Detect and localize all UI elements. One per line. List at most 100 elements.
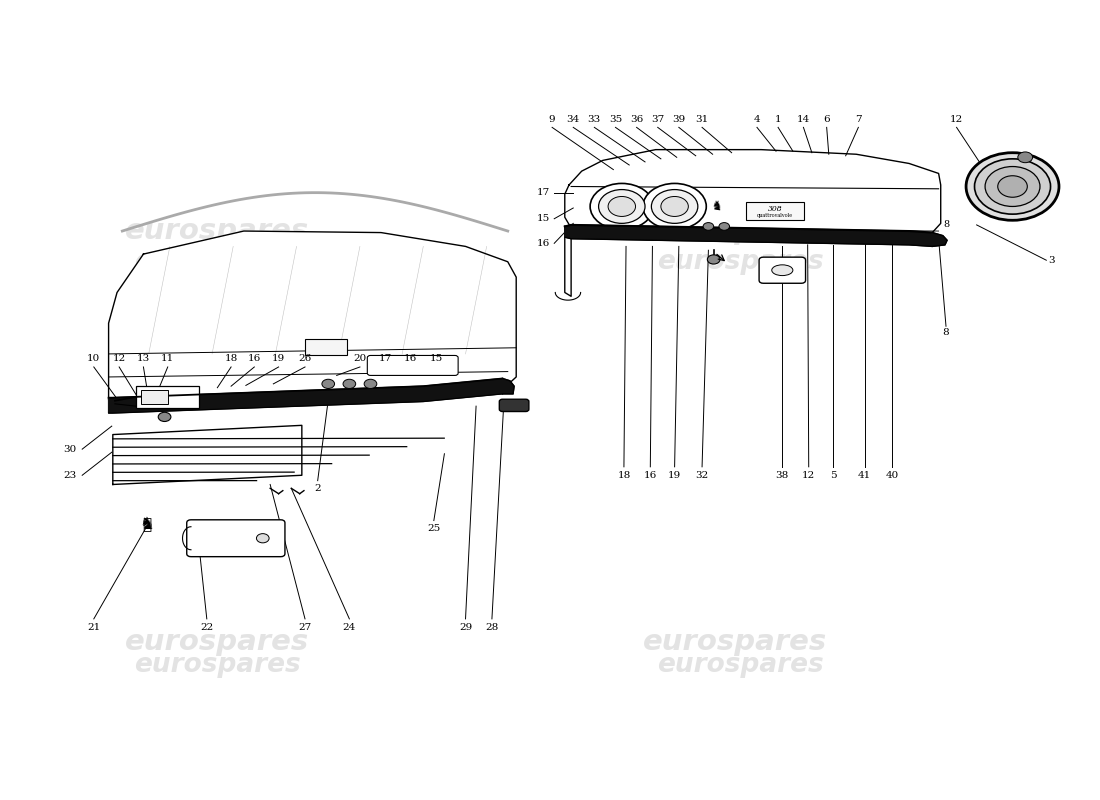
Text: 8: 8 xyxy=(943,220,949,230)
Circle shape xyxy=(158,412,170,422)
Text: 9: 9 xyxy=(549,114,556,123)
Text: 28: 28 xyxy=(485,622,498,632)
Circle shape xyxy=(975,159,1050,214)
Text: 20: 20 xyxy=(353,354,366,363)
Text: 31: 31 xyxy=(695,114,708,123)
Polygon shape xyxy=(109,231,516,410)
Text: 25: 25 xyxy=(427,525,440,534)
Circle shape xyxy=(966,153,1059,220)
Text: 12: 12 xyxy=(950,114,964,123)
Bar xyxy=(136,386,199,408)
Text: 16: 16 xyxy=(248,354,261,363)
Text: 12: 12 xyxy=(112,354,125,363)
Text: eurospares: eurospares xyxy=(657,249,824,274)
Text: 38: 38 xyxy=(776,470,789,480)
Text: 308: 308 xyxy=(768,205,782,213)
Text: 11: 11 xyxy=(161,354,175,363)
Text: 6: 6 xyxy=(824,114,830,123)
Text: 17: 17 xyxy=(537,188,550,197)
Text: 19: 19 xyxy=(272,354,285,363)
Circle shape xyxy=(719,222,729,230)
Circle shape xyxy=(608,197,636,217)
Circle shape xyxy=(256,534,270,543)
Text: 17: 17 xyxy=(378,354,392,363)
Text: 3: 3 xyxy=(1048,256,1055,265)
FancyBboxPatch shape xyxy=(759,257,805,283)
Circle shape xyxy=(364,379,377,389)
Text: 24: 24 xyxy=(343,622,356,632)
Text: eurospares: eurospares xyxy=(134,652,300,678)
Text: 34: 34 xyxy=(566,114,580,123)
Text: 18: 18 xyxy=(617,470,630,480)
Polygon shape xyxy=(564,225,933,246)
Text: 15: 15 xyxy=(537,214,550,223)
Polygon shape xyxy=(564,150,940,240)
Circle shape xyxy=(343,379,355,389)
Circle shape xyxy=(661,197,689,217)
Polygon shape xyxy=(564,226,571,296)
Text: 16: 16 xyxy=(644,470,657,480)
Text: 16: 16 xyxy=(537,239,550,248)
Circle shape xyxy=(651,190,697,223)
Ellipse shape xyxy=(772,265,793,275)
Bar xyxy=(305,338,348,355)
Text: 18: 18 xyxy=(224,354,238,363)
Text: 🐴: 🐴 xyxy=(142,517,151,532)
Circle shape xyxy=(707,255,721,264)
Text: 16: 16 xyxy=(404,354,417,363)
Circle shape xyxy=(598,190,645,223)
Text: 4: 4 xyxy=(754,114,760,123)
Text: 26: 26 xyxy=(298,354,311,363)
Text: eurospares: eurospares xyxy=(125,628,309,656)
Bar xyxy=(141,390,167,404)
Text: eurospares: eurospares xyxy=(125,217,309,245)
Text: 21: 21 xyxy=(87,622,100,632)
Text: 30: 30 xyxy=(64,445,77,454)
Text: 23: 23 xyxy=(64,470,77,480)
Text: 39: 39 xyxy=(672,114,685,123)
FancyBboxPatch shape xyxy=(499,399,529,411)
Bar xyxy=(972,179,993,194)
Text: 2: 2 xyxy=(315,485,321,494)
FancyBboxPatch shape xyxy=(367,355,458,375)
Circle shape xyxy=(1018,152,1033,162)
Circle shape xyxy=(998,176,1027,198)
Circle shape xyxy=(642,183,706,230)
Text: 13: 13 xyxy=(136,354,150,363)
Circle shape xyxy=(986,166,1040,206)
Text: 33: 33 xyxy=(587,114,601,123)
Text: 19: 19 xyxy=(668,470,681,480)
Text: 1: 1 xyxy=(774,114,781,123)
Text: 22: 22 xyxy=(200,622,213,632)
Text: 29: 29 xyxy=(459,622,472,632)
Text: 35: 35 xyxy=(608,114,623,123)
Text: 10: 10 xyxy=(87,354,100,363)
Text: eurospares: eurospares xyxy=(134,249,300,274)
Text: eurospares: eurospares xyxy=(642,628,827,656)
Text: ♞: ♞ xyxy=(710,199,723,214)
Polygon shape xyxy=(933,233,947,246)
Text: 8: 8 xyxy=(943,328,949,337)
Circle shape xyxy=(322,379,334,389)
Circle shape xyxy=(703,222,714,230)
Circle shape xyxy=(590,183,653,230)
Text: ♞: ♞ xyxy=(140,515,154,534)
Text: 32: 32 xyxy=(695,470,708,480)
Text: 40: 40 xyxy=(886,470,899,480)
Bar xyxy=(747,202,804,220)
Text: 12: 12 xyxy=(802,470,815,480)
Text: 5: 5 xyxy=(829,470,836,480)
Text: eurospares: eurospares xyxy=(657,652,824,678)
Text: 37: 37 xyxy=(651,114,664,123)
Text: 7: 7 xyxy=(855,114,861,123)
Text: eurospares: eurospares xyxy=(642,217,827,245)
Text: 14: 14 xyxy=(796,114,810,123)
Text: 36: 36 xyxy=(630,114,644,123)
Polygon shape xyxy=(109,378,503,413)
Text: 15: 15 xyxy=(429,354,442,363)
Text: 27: 27 xyxy=(298,622,311,632)
Text: 41: 41 xyxy=(858,470,871,480)
Polygon shape xyxy=(503,378,514,394)
FancyBboxPatch shape xyxy=(187,520,285,557)
Text: quattrovalvole: quattrovalvole xyxy=(757,213,793,218)
